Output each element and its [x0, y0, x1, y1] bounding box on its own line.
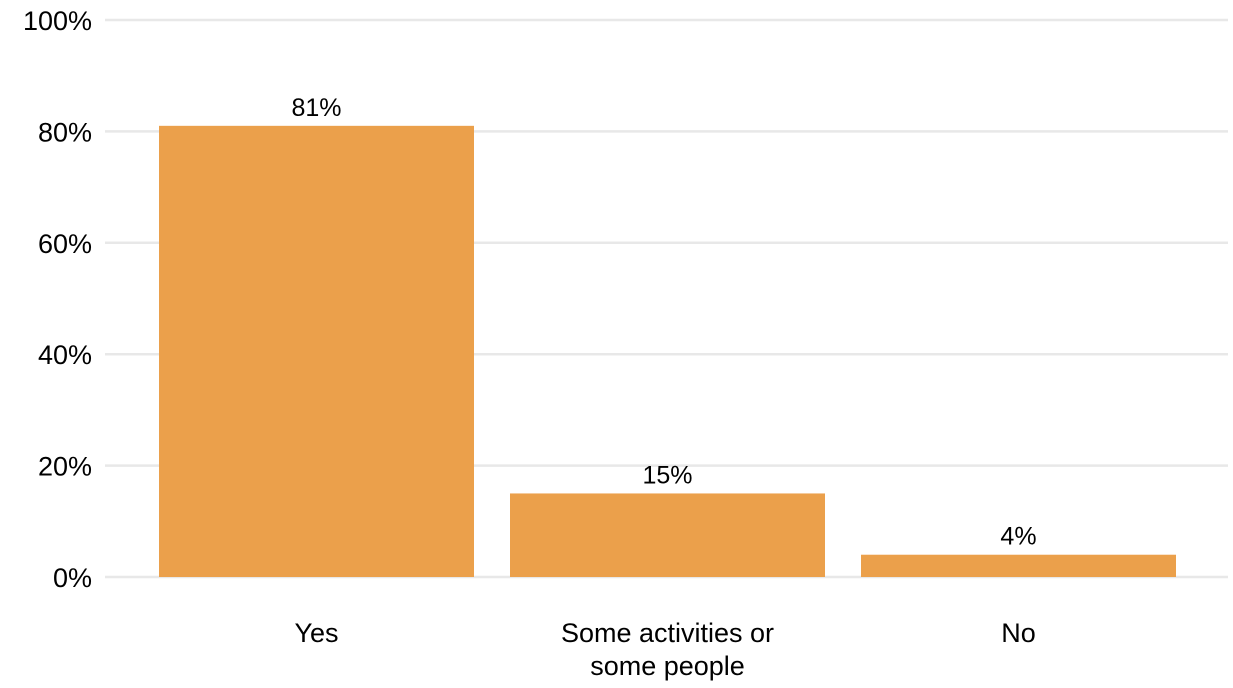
- y-tick-label: 20%: [38, 452, 92, 482]
- x-category-label: Some activities or some people: [561, 618, 774, 681]
- y-tick-label: 80%: [38, 117, 92, 147]
- x-category-label: No: [1001, 618, 1036, 648]
- bar-value-label: 15%: [642, 461, 692, 489]
- y-tick-label: 100%: [23, 6, 92, 36]
- bar: [159, 125, 474, 577]
- y-tick-label: 40%: [38, 340, 92, 370]
- x-category-label-line: No: [1001, 618, 1036, 648]
- x-category-label-line: Some activities or: [561, 618, 774, 648]
- bar: [861, 554, 1176, 577]
- bar-value-label: 4%: [1000, 523, 1036, 551]
- y-tick-label: 60%: [38, 229, 92, 259]
- y-tick-label: 0%: [53, 563, 92, 593]
- y-axis-ticks: 0% 20% 40% 60% 80% 100%: [23, 6, 92, 593]
- x-category-label: Yes: [294, 618, 338, 648]
- data-labels: 81% 15% 4%: [291, 94, 1036, 551]
- bar: [510, 493, 825, 577]
- x-axis-categories: Yes Some activities or some people No: [294, 618, 1035, 681]
- x-category-label-line: Yes: [294, 618, 338, 648]
- bars: [159, 125, 1176, 577]
- x-category-label-line: some people: [590, 651, 745, 681]
- bar-value-label: 81%: [291, 94, 341, 122]
